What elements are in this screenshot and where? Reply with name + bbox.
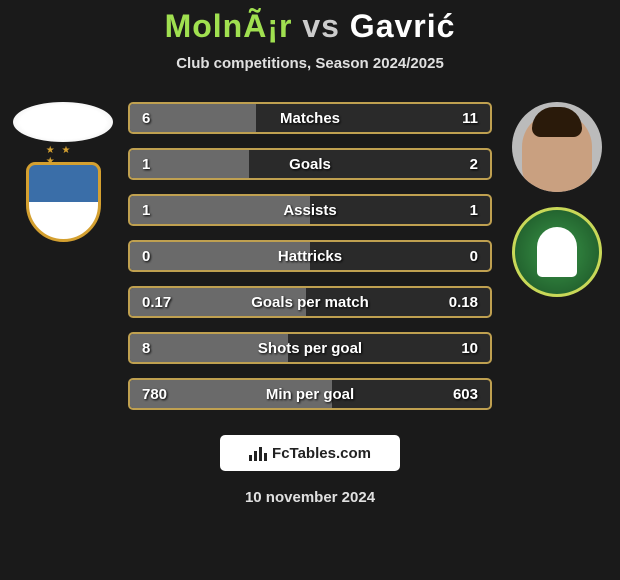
subtitle: Club competitions, Season 2024/2025 [176,55,444,72]
player1-name: MolnÃ¡r [165,8,293,44]
stats-column: 6Matches111Goals21Assists10Hattricks00.1… [118,102,502,410]
chart-icon [249,445,267,461]
stat-value-right: 10 [461,340,478,357]
brand-logo[interactable]: FcTables.com [220,435,400,471]
player1-avatar [13,102,113,142]
stat-bar: 0.17 Goals per match 0.18 [128,286,492,318]
stat-bar: 1 Goals 2 [128,148,492,180]
vs-text: vs [302,8,340,44]
stat-value-right: 0 [470,248,478,265]
stat-value-right: 1 [470,202,478,219]
stat-bar: 8 Shots per goal 10 [128,332,492,364]
stat-value-left: 0 [142,248,150,265]
page-title: MolnÃ¡r vs Gavrić [165,8,456,45]
stat-value-left: 0.17 [142,294,171,311]
stat-value-left: 1 [142,202,150,219]
stat-label: Goals per match [251,294,369,311]
stat-value-left: 6 [142,110,150,127]
stat-value-left: 780 [142,386,167,403]
player2-avatar [512,102,602,192]
stat-label: Assists [283,202,336,219]
player1-club-badge [18,157,108,247]
stat-bar: 0 Hattricks 0 [128,240,492,272]
date-text: 10 november 2024 [245,489,375,506]
stat-label: Matches [280,110,340,127]
stat-value-right: 603 [453,386,478,403]
stat-label: Min per goal [266,386,354,403]
stat-value-right: 2 [470,156,478,173]
stat-value-right: 0.18 [449,294,478,311]
stat-label: Hattricks [278,248,342,265]
stat-value-left: 8 [142,340,150,357]
player2-name: Gavrić [350,8,456,44]
stat-label: Goals [289,156,331,173]
stat-value-left: 1 [142,156,150,173]
stat-label: Shots per goal [258,340,362,357]
stat-bar: 1 Assists 1 [128,194,492,226]
stat-value-right: 11 [462,110,478,127]
player2-club-badge [512,207,602,297]
main-area: 6Matches111Goals21Assists10Hattricks00.1… [0,102,620,410]
stat-bar: 6 Matches 11 [128,102,492,134]
left-column [8,102,118,410]
right-column [502,102,612,410]
brand-text: FcTables.com [272,445,371,462]
stat-bar: 780 Min per goal 603 [128,378,492,410]
comparison-card: MolnÃ¡r vs Gavrić Club competitions, Sea… [0,0,620,580]
